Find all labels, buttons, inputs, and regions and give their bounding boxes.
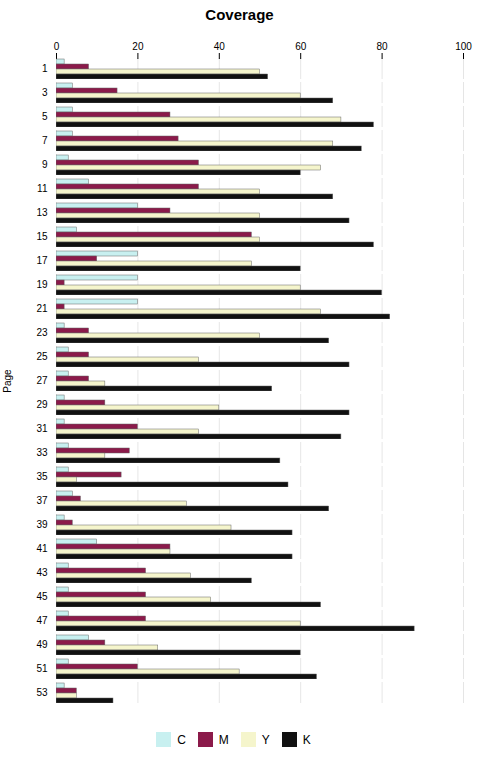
svg-text:Page: Page: [2, 369, 13, 393]
svg-text:80: 80: [377, 41, 389, 52]
svg-text:53: 53: [36, 687, 48, 698]
svg-text:3: 3: [42, 87, 48, 98]
html-text:C: C: [177, 732, 186, 747]
svg-text:51: 51: [36, 663, 48, 674]
svg-text:21: 21: [36, 303, 48, 314]
svg-text:9: 9: [42, 159, 48, 170]
svg-text:40: 40: [214, 41, 226, 52]
svg-text:17: 17: [36, 255, 48, 266]
svg-text:19: 19: [36, 279, 48, 290]
svg-text:43: 43: [36, 567, 48, 578]
svg-text:49: 49: [36, 639, 48, 650]
svg-text:37: 37: [36, 495, 48, 506]
svg-text:20: 20: [132, 41, 144, 52]
svg-text:100: 100: [455, 41, 472, 52]
svg-text:7: 7: [42, 135, 48, 146]
svg-text:33: 33: [36, 447, 48, 458]
svg-text:41: 41: [36, 543, 48, 554]
svg-text:39: 39: [36, 519, 48, 530]
html-text:M: M: [218, 732, 229, 747]
svg-text:5: 5: [42, 111, 48, 122]
svg-text:13: 13: [36, 207, 48, 218]
svg-text:45: 45: [36, 591, 48, 602]
svg-text:0: 0: [54, 41, 60, 52]
svg-text:29: 29: [36, 399, 48, 410]
html-text:K: K: [302, 732, 311, 747]
svg-text:23: 23: [36, 327, 48, 338]
svg-text:27: 27: [36, 375, 48, 386]
svg-text:11: 11: [37, 183, 48, 194]
svg-text:31: 31: [36, 423, 48, 434]
svg-text:1: 1: [42, 63, 48, 74]
html-text:Y: Y: [261, 732, 270, 747]
svg-text:47: 47: [36, 615, 48, 626]
html-text:Coverage: Coverage: [205, 6, 274, 23]
svg-text:60: 60: [295, 41, 307, 52]
svg-text:25: 25: [36, 351, 48, 362]
svg-text:35: 35: [36, 471, 48, 482]
svg-text:15: 15: [36, 231, 48, 242]
